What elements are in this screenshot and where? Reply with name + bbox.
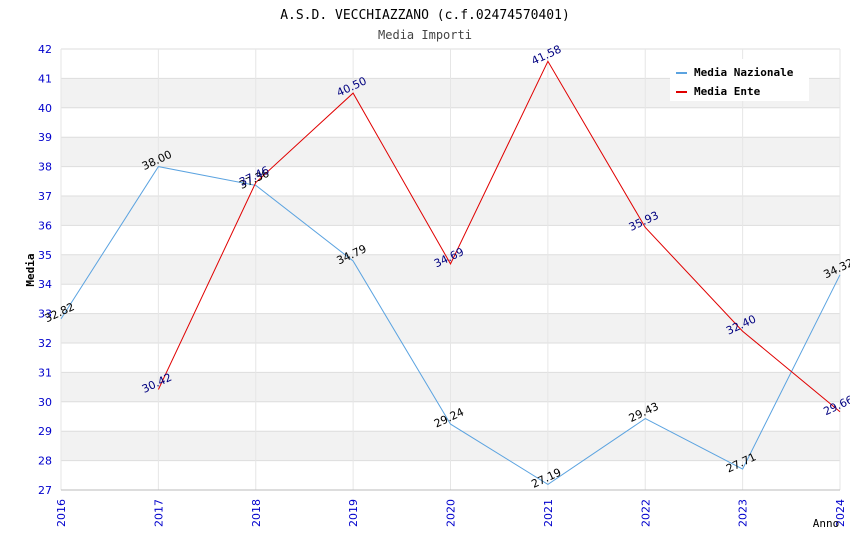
- y-tick-label: 28: [38, 455, 52, 468]
- x-tick-label: 2023: [737, 499, 750, 527]
- chart-title: A.S.D. VECCHIAZZANO (c.f.02474570401): [280, 8, 570, 23]
- x-axis-label: Anno: [813, 517, 840, 530]
- y-tick-label: 37: [38, 190, 52, 203]
- y-tick-label: 33: [38, 308, 52, 321]
- y-tick-label: 32: [38, 337, 52, 350]
- x-tick-labels: 2016 2017 2018 2019 2020 2021 2022 2023 2024: [55, 499, 847, 527]
- x-tick-label: 2021: [542, 499, 555, 527]
- y-tick-label: 35: [38, 249, 52, 262]
- x-tick-label: 2020: [445, 499, 458, 527]
- x-tick-label: 2019: [347, 499, 360, 527]
- y-tick-label: 39: [38, 131, 52, 144]
- x-tick-label: 2016: [55, 499, 68, 527]
- x-tick-label: 2024: [834, 499, 847, 527]
- data-label: 29.43: [627, 400, 661, 425]
- y-tick-label: 31: [38, 366, 52, 379]
- data-label: 27.19: [529, 466, 563, 491]
- y-tick-label: 38: [38, 161, 52, 174]
- chart-subtitle: Media Importi: [378, 28, 472, 42]
- x-tick-label: 2022: [639, 499, 652, 527]
- y-axis-label: Media: [24, 253, 37, 286]
- y-tick-label: 36: [38, 219, 52, 232]
- series-line-media-nazionale: [60, 166, 841, 485]
- y-tick-label: 27: [38, 484, 52, 497]
- y-tick-label: 40: [38, 102, 52, 115]
- series-lines: [60, 60, 841, 485]
- data-label: 29.24: [432, 405, 466, 430]
- y-tick-labels: 27 28 29 30 31 32 33 34 35 36 37 38 39 40 41 42: [38, 43, 52, 497]
- y-tick-label: 42: [38, 43, 52, 56]
- legend-label: Media Nazionale: [694, 66, 794, 79]
- x-tick-label: 2018: [250, 499, 263, 527]
- y-tick-label: 30: [38, 396, 52, 409]
- y-tick-label: 41: [38, 72, 52, 85]
- legend: Media Nazionale Media Ente: [670, 59, 809, 101]
- series-line-media-ente: [157, 60, 841, 413]
- y-tick-label: 34: [38, 278, 52, 291]
- x-tick-label: 2017: [152, 499, 165, 527]
- legend-box: [670, 59, 809, 101]
- legend-label: Media Ente: [694, 85, 761, 98]
- y-tick-label: 29: [38, 425, 52, 438]
